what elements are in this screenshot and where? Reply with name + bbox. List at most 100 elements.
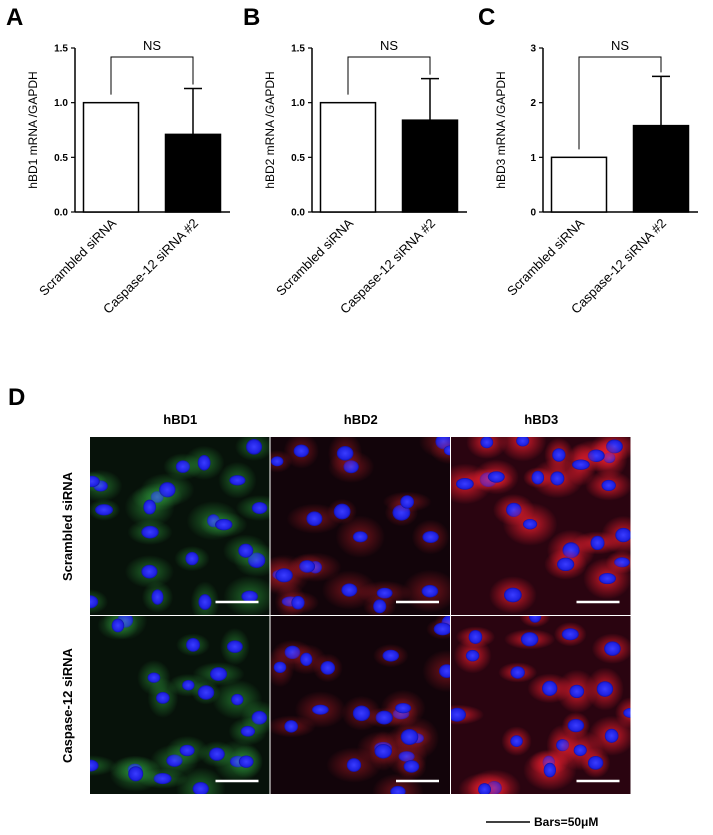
y-axis-label: hBD2 mRNA /GAPDH xyxy=(263,71,277,188)
nucleus xyxy=(400,495,415,509)
micrograph xyxy=(90,437,270,615)
cytoplasm xyxy=(422,649,450,693)
nucleus xyxy=(550,471,565,486)
nucleus xyxy=(604,728,619,743)
nucleus xyxy=(90,759,99,772)
significance-label: NS xyxy=(380,38,398,53)
micrograph xyxy=(451,437,631,615)
y-tick-label: 1.5 xyxy=(54,44,68,55)
nucleus xyxy=(443,445,450,456)
nucleus xyxy=(596,681,614,697)
significance-bracket xyxy=(578,56,662,150)
nucleus xyxy=(520,632,539,647)
nucleus xyxy=(456,478,474,490)
column-header: hBD1 xyxy=(163,412,197,427)
nucleus xyxy=(516,437,530,447)
nucleus xyxy=(284,720,299,733)
nucleus xyxy=(552,448,566,462)
nucleus xyxy=(336,446,354,461)
nucleus xyxy=(421,584,439,598)
micrograph xyxy=(270,616,450,794)
y-tick-label: 1.5 xyxy=(291,44,305,55)
nucleus xyxy=(192,781,209,794)
nucleus xyxy=(209,667,228,682)
nucleus xyxy=(151,589,164,605)
cytoplasm xyxy=(175,767,226,794)
y-tick-label: 0 xyxy=(530,208,536,219)
nucleus xyxy=(451,707,466,722)
nucleus xyxy=(179,744,195,757)
panel-letter: A xyxy=(6,4,23,31)
nucleus xyxy=(352,705,371,722)
micrograph xyxy=(270,437,450,615)
y-axis-label: hBD1 mRNA /GAPDH xyxy=(26,71,40,188)
nucleus xyxy=(95,504,114,516)
nucleus xyxy=(246,439,263,455)
nucleus xyxy=(604,641,621,656)
nucleus xyxy=(291,595,305,610)
nucleus xyxy=(403,760,420,773)
nucleus xyxy=(270,456,284,467)
nucleus xyxy=(182,680,195,691)
bar xyxy=(319,101,377,213)
nucleus xyxy=(275,568,293,583)
nucleus xyxy=(293,444,309,458)
nucleus xyxy=(615,527,631,543)
nucleus xyxy=(320,660,336,675)
y-tick-label: 0.5 xyxy=(54,153,68,164)
cytoplasm xyxy=(430,437,450,465)
nucleus xyxy=(186,638,201,652)
nucleus xyxy=(90,595,99,609)
significance-label: NS xyxy=(611,38,629,53)
x-tick-label: Caspase-12 siRNA #2 xyxy=(337,216,438,317)
nucleus xyxy=(390,785,406,794)
nucleus xyxy=(422,531,439,544)
y-tick-label: 2 xyxy=(530,98,536,109)
y-tick-label: 3 xyxy=(530,44,536,55)
nucleus xyxy=(374,743,392,759)
column-header: hBD2 xyxy=(344,412,378,427)
cytoplasm xyxy=(499,437,547,462)
nucleus xyxy=(572,459,590,470)
nucleus xyxy=(433,622,450,636)
x-tick-label: Scrambled siRNA xyxy=(273,215,356,298)
nucleus xyxy=(312,704,329,715)
x-tick-label: Scrambled siRNA xyxy=(504,215,587,298)
bar xyxy=(164,133,222,213)
nucleus xyxy=(241,590,258,603)
x-tick-label: Caspase-12 siRNA #2 xyxy=(568,216,669,317)
nucleus xyxy=(197,455,211,471)
nucleus xyxy=(543,762,557,778)
nucleus xyxy=(300,652,313,667)
panel-letter: D xyxy=(8,384,25,411)
nucleus xyxy=(478,783,492,794)
nucleus xyxy=(623,707,631,718)
nucleus xyxy=(231,693,244,706)
nucleus xyxy=(238,755,254,768)
nucleus xyxy=(522,518,538,530)
y-tick-label: 0.0 xyxy=(54,208,68,219)
bar xyxy=(401,119,459,213)
nucleus xyxy=(557,557,575,572)
bar xyxy=(550,156,608,213)
nucleus xyxy=(510,666,525,679)
nucleus xyxy=(528,616,542,623)
nucleus xyxy=(141,564,158,579)
nucleus xyxy=(333,503,351,520)
nucleus xyxy=(215,518,233,531)
nucleus xyxy=(209,747,225,761)
y-tick-label: 1 xyxy=(530,153,536,164)
nucleus xyxy=(510,735,523,748)
nucleus xyxy=(601,479,616,491)
nucleus xyxy=(590,535,605,551)
y-tick-label: 0.0 xyxy=(291,208,305,219)
nucleus xyxy=(341,583,358,597)
panel-letter: B xyxy=(243,4,260,31)
nucleus xyxy=(504,587,522,603)
nucleus xyxy=(567,718,585,733)
nucleus xyxy=(480,437,494,449)
nucleus xyxy=(487,471,505,483)
nucleus xyxy=(561,628,579,641)
panel-letter: C xyxy=(478,4,495,31)
